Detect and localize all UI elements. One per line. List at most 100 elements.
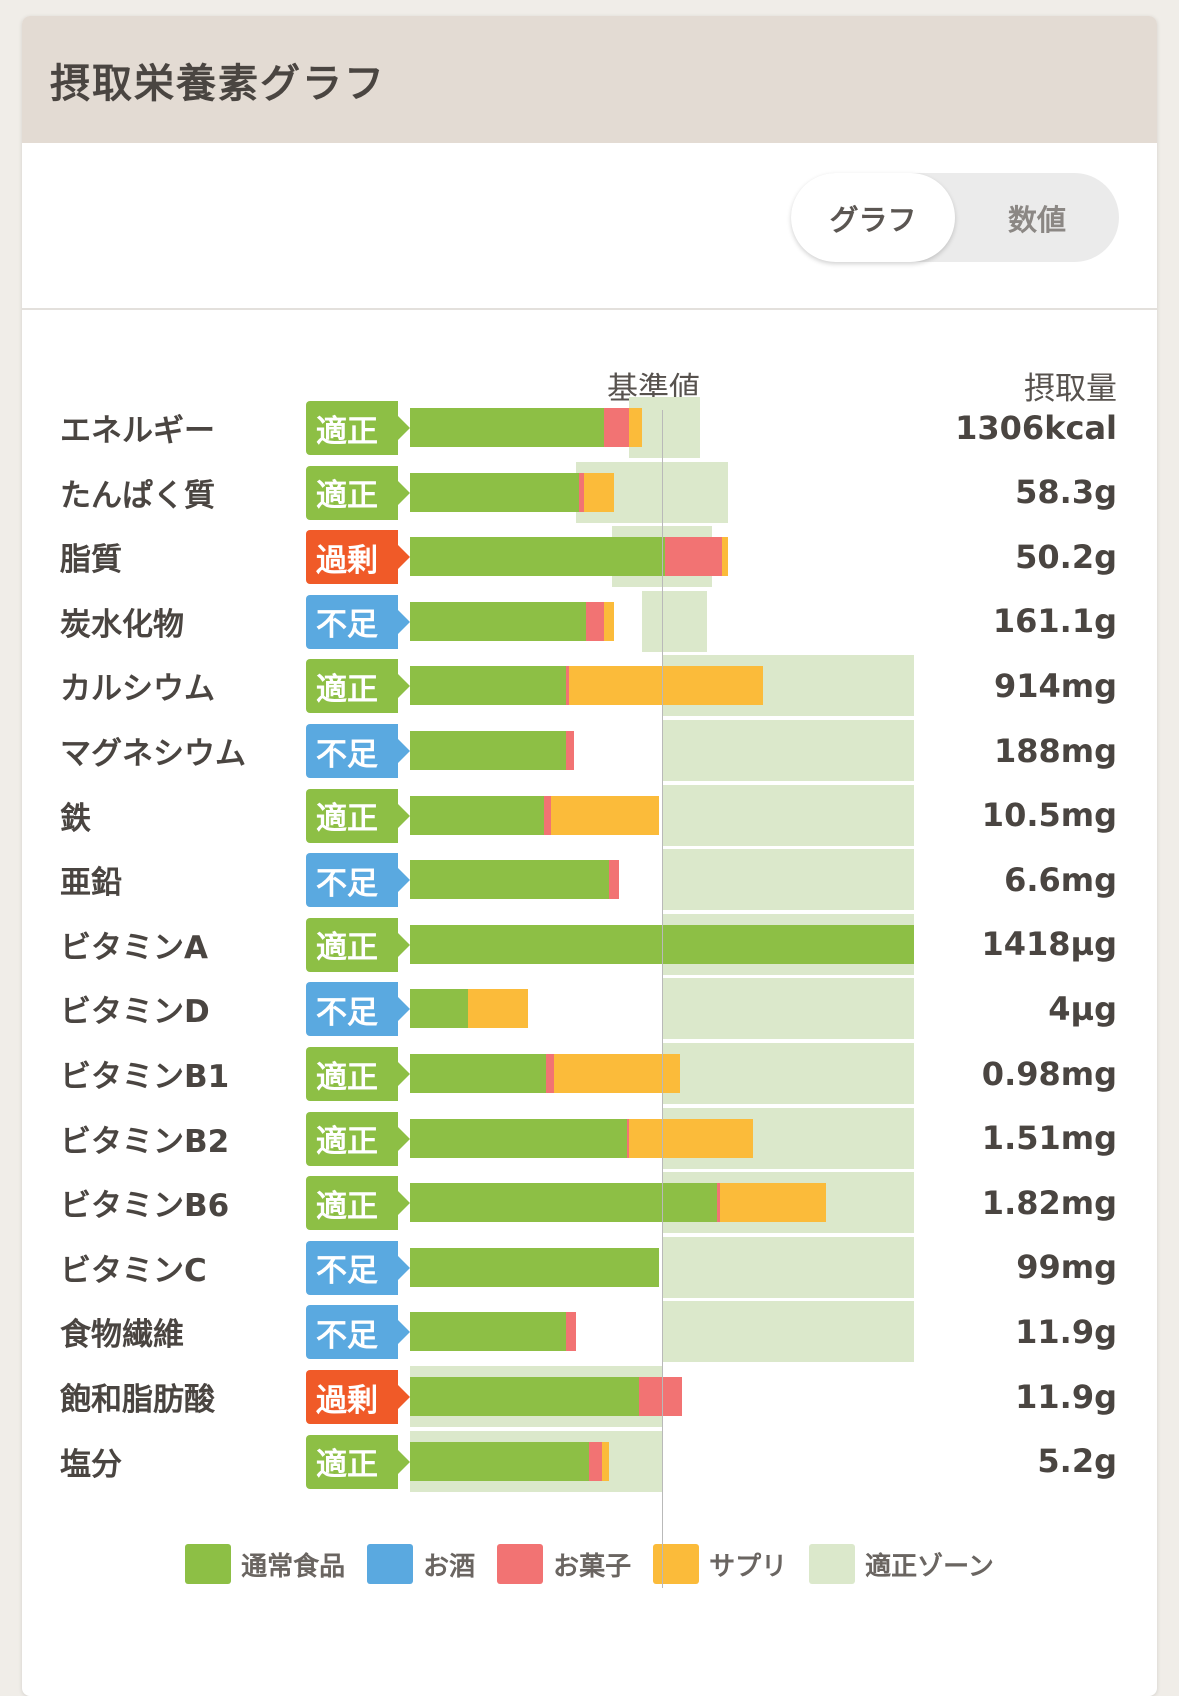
intake-value: 99mg [1016,1248,1117,1287]
nutrient-label: エネルギー [60,413,215,449]
nutrient-row: 鉄 適正 10.5mg [22,781,1157,850]
legend-swatch [653,1544,700,1584]
intake-value: 50.2g [1015,537,1117,576]
nutrient-label: マグネシウム [60,736,246,772]
nutrient-label: 飽和脂肪酸 [60,1382,215,1418]
nutrient-row: たんぱく質 適正 58.3g [22,458,1157,527]
intake-column-header: 摂取量 [1024,371,1117,407]
bar-segment [553,1054,680,1093]
status-badge: 不足 [306,1240,410,1295]
intake-bar [410,795,660,835]
nutrient-label: ビタミンD [60,994,210,1031]
bar-segment [410,472,579,512]
legend-swatch [185,1544,232,1584]
bar-segment [639,1377,683,1416]
intake-value: 1418µg [981,925,1117,964]
nutrient-row: ビタミンA 適正 1418µg [22,910,1157,979]
status-badge: 適正 [306,659,410,714]
intake-bar [410,860,620,900]
bar-segment [601,1441,610,1481]
view-toggle: グラフ 数値 [791,173,1119,262]
bar-segment [629,1118,753,1158]
bar-segment [722,537,728,577]
nutrient-row: 食物繊維 不足 11.9g [22,1297,1157,1366]
adequate-zone [662,1043,914,1104]
bar-segment [410,1183,718,1223]
bar-segment [410,1054,547,1093]
intake-value: 1.82mg [981,1183,1117,1222]
bar-segment [410,1441,589,1481]
bar-segment [543,795,552,835]
legend-swatch [809,1544,856,1584]
nutrient-label: たんぱく質 [60,477,215,514]
nutrient-label: ビタミンB2 [60,1123,230,1160]
bar-segment [410,408,605,447]
view-toggle-section: グラフ 数値 [22,143,1157,310]
bar-segment [410,731,567,770]
adequate-zone [641,590,708,652]
nutrient-label: ビタミンA [60,929,208,966]
bar-segment [629,408,642,447]
nutrient-row: 亜鉛 不足 6.6mg [22,845,1157,914]
nutrient-label: ビタミンC [60,1252,207,1289]
legend-item: 適正ゾーン [809,1544,994,1584]
nutrient-row: 炭水化物 不足 161.1g [22,587,1157,656]
adequate-zone [662,1301,914,1363]
bar-segment [604,408,630,447]
legend-label: お菓子 [553,1551,632,1582]
intake-bar [410,666,763,706]
intake-value: 914mg [993,666,1117,705]
status-badge: 適正 [306,917,410,972]
nutrient-row: ビタミンB1 適正 0.98mg [22,1039,1157,1108]
bar-segment [626,1118,630,1158]
nutrient-row: カルシウム 適正 914mg [22,651,1157,720]
nutrient-label: ビタミンB1 [60,1059,230,1095]
bar-segment [546,1054,554,1093]
nutrient-label: 亜鉛 [60,865,122,902]
nutrient-label: 食物繊維 [60,1317,184,1354]
status-badge: 適正 [306,1434,410,1489]
nutrient-row: ビタミンB6 適正 1.82mg [22,1168,1157,1237]
intake-bar [410,1118,753,1158]
adequate-zone [662,784,914,846]
bar-segment [717,1183,720,1223]
bar-segment [586,601,605,641]
nutrient-label: 鉄 [60,800,91,837]
adequate-zone [662,849,914,911]
intake-bar [410,1183,826,1223]
legend-swatch [367,1544,414,1584]
legend-item: サプリ [653,1544,787,1584]
numbers-view-button[interactable]: 数値 [1007,202,1066,237]
intake-bar [410,1247,660,1287]
bar-segment [410,989,468,1029]
bar-segment [583,472,615,512]
intake-value: 10.5mg [981,796,1117,835]
intake-value: 11.9g [1015,1377,1117,1416]
status-badge: 不足 [306,982,410,1037]
intake-value: 1306kcal [955,408,1117,447]
adequate-zone [662,720,914,781]
card-header: 摂取栄養素グラフ [22,16,1157,143]
intake-bar [410,472,615,512]
nutrient-row: ビタミンC 不足 99mg [22,1233,1157,1302]
legend-label: 通常食品 [241,1551,346,1582]
intake-value: 0.98mg [981,1054,1117,1093]
intake-bar [410,1312,577,1352]
status-badge: 適正 [306,401,410,455]
bar-segment [664,537,723,577]
nutrient-label: 塩分 [60,1446,122,1483]
adequate-zone [662,978,914,1040]
intake-value: 6.6mg [1004,860,1117,899]
graph-view-button[interactable]: グラフ [791,173,955,262]
legend-label: 適正ゾーン [865,1551,994,1582]
intake-value: 188mg [993,731,1117,770]
status-badge: 不足 [306,724,410,778]
nutrition-card: 摂取栄養素グラフ グラフ 数値 基準値 摂取量 エネルギー 適正 1306kcal た… [22,16,1157,1696]
legend-item: お菓子 [497,1544,631,1584]
chart-legend: 通常食品 お酒 お菓子 サプリ 適正ゾーン [22,1534,1157,1594]
nutrient-row: ビタミンB2 適正 1.51mg [22,1104,1157,1173]
adequate-zone [662,1236,914,1298]
bar-segment [410,601,587,641]
bar-segment [566,731,574,770]
nutrient-row: ビタミンD 不足 4µg [22,974,1157,1043]
